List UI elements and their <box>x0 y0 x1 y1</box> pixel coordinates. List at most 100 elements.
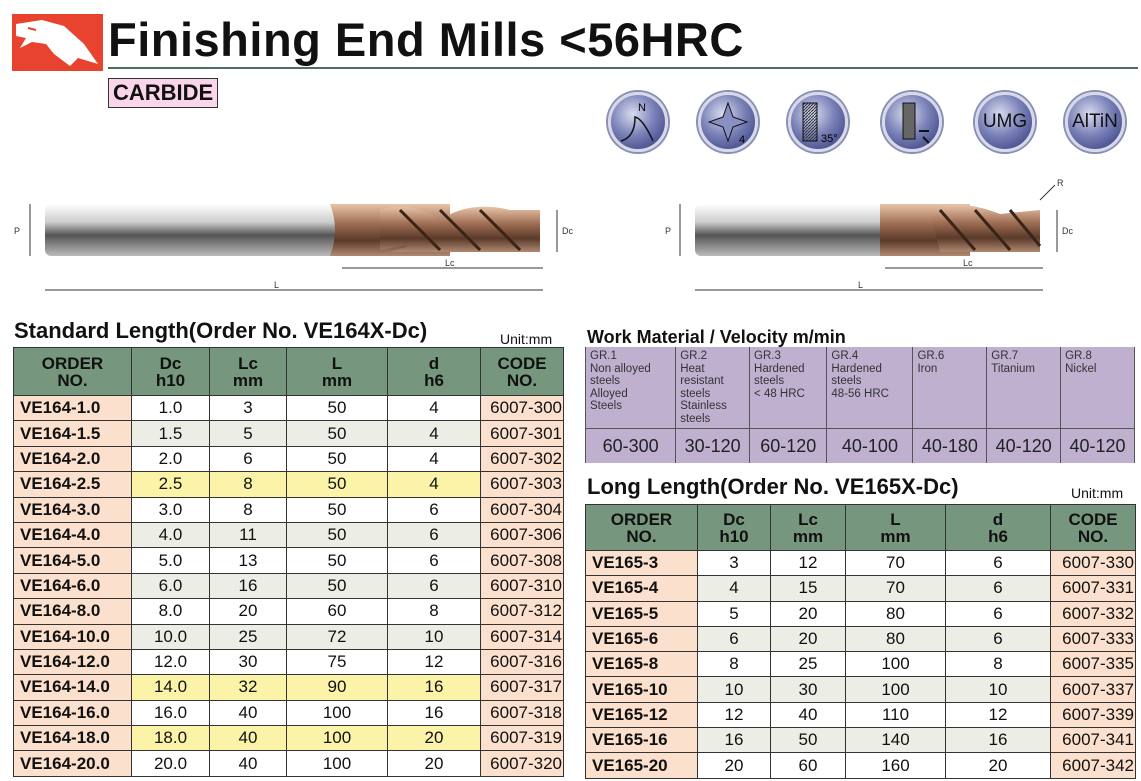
cell-order: VE164-4.0 <box>13 521 132 549</box>
velocity-value: 60-120 <box>749 428 828 463</box>
cell-order: VE165-10 <box>585 676 698 703</box>
cell-code: 6007-337 <box>1050 676 1136 703</box>
cell-l: 100 <box>845 676 946 703</box>
cell-order: VE164-16.0 <box>13 699 132 727</box>
cell-l: 90 <box>286 674 388 701</box>
cell-d: 12 <box>945 701 1051 729</box>
cell-order: VE165-6 <box>585 625 698 653</box>
material-line: 48-56 HRC <box>831 387 889 400</box>
center-cutting-icon <box>882 92 942 152</box>
cell-code: 6007-304 <box>480 496 564 523</box>
cell-code: 6007-318 <box>480 699 564 727</box>
label-l-long: L <box>858 280 864 290</box>
table-row: VE165-8 8 25 100 8 6007-335 <box>585 651 1136 678</box>
cell-dc: 2.5 <box>131 471 210 498</box>
cell-d: 20 <box>387 725 481 752</box>
cell-lc: 15 <box>770 575 846 602</box>
column-header: Dc h10 <box>697 504 771 551</box>
cell-d: 4 <box>387 420 481 447</box>
table-row: VE164-1.5 1.5 5 50 4 6007-301 <box>13 420 564 447</box>
cell-l: 50 <box>286 521 388 549</box>
cell-l: 70 <box>845 575 946 602</box>
header-line: mm <box>880 526 911 546</box>
long-length-title: Long Length(Order No. VE165X-Dc) <box>587 474 959 499</box>
material-line: GR.6 <box>917 350 945 362</box>
header-line: Dc <box>159 353 182 373</box>
cell-dc: 20.0 <box>131 750 210 777</box>
material-line: resistant <box>680 375 724 387</box>
cell-l: 75 <box>286 648 388 676</box>
header-line: d <box>428 353 440 373</box>
cell-code: 6007-320 <box>480 750 564 777</box>
table-row: VE164-16.0 16.0 40 100 16 6007-318 <box>13 699 564 727</box>
material-line: steels <box>590 375 621 387</box>
cell-code: 6007-314 <box>480 623 564 650</box>
work-material-table: GR.1 Non alloyed steels Alloyed Steels GR.2 He… <box>584 347 1135 463</box>
cell-l: 100 <box>845 651 946 678</box>
cell-dc: 10 <box>697 676 771 703</box>
cell-d: 16 <box>387 699 481 727</box>
header-line: h10 <box>719 526 749 546</box>
header-line: L <box>331 353 343 373</box>
velocity-value: 40-120 <box>1060 428 1135 463</box>
cell-d: 4 <box>387 445 481 473</box>
cell-lc: 30 <box>770 676 846 703</box>
umg-icon: UMG <box>975 92 1035 152</box>
cell-l: 72 <box>286 623 388 650</box>
cell-dc: 18.0 <box>131 725 210 752</box>
cell-l: 80 <box>845 625 946 653</box>
cell-dc: 8 <box>697 651 771 678</box>
cell-lc: 6 <box>209 445 287 473</box>
table-row: VE164-6.0 6.0 16 50 6 6007-310 <box>13 572 564 600</box>
table-row: VE165-10 10 30 100 10 6007-337 <box>585 676 1136 703</box>
cell-code: 6007-332 <box>1050 600 1136 627</box>
cell-code: 6007-331 <box>1050 575 1136 602</box>
cell-code: 6007-301 <box>480 420 564 447</box>
cell-l: 50 <box>286 445 388 473</box>
cell-lc: 8 <box>209 496 287 523</box>
cell-order: VE164-2.0 <box>13 445 132 473</box>
cell-order: VE165-4 <box>585 575 698 602</box>
cell-dc: 10.0 <box>131 623 210 650</box>
cell-order: VE165-5 <box>585 600 698 627</box>
cell-dc: 3.0 <box>131 496 210 523</box>
icon-label: AlTiN <box>1072 111 1118 132</box>
material-line: steels <box>831 375 862 387</box>
material-group: GR.3 Hardened steels < 48 HRC <box>749 347 828 429</box>
cell-d: 6 <box>387 572 481 600</box>
cell-d: 12 <box>387 648 481 676</box>
cell-lc: 40 <box>209 699 287 727</box>
tool-drawings <box>29 184 1058 291</box>
cell-d: 6 <box>387 496 481 523</box>
velocity-value: 30-120 <box>675 428 751 463</box>
cell-order: VE164-20.0 <box>13 750 132 777</box>
material-line: Steels <box>590 400 622 412</box>
cell-code: 6007-302 <box>480 445 564 473</box>
cell-code: 6007-308 <box>480 547 564 574</box>
material-line: < 48 HRC <box>754 387 805 400</box>
label-dc-long: Dc <box>1062 226 1073 236</box>
table-row: VE165-6 6 20 80 6 6007-333 <box>585 625 1136 653</box>
cell-d: 10 <box>945 676 1051 703</box>
material-line: GR.4 <box>831 350 859 362</box>
cell-d: 4 <box>387 471 481 498</box>
cell-d: 6 <box>387 521 481 549</box>
cell-order: VE164-2.5 <box>13 471 132 498</box>
cell-lc: 30 <box>209 648 287 676</box>
header-line: ORDER <box>41 353 104 373</box>
column-header: CODE NO. <box>1050 504 1136 551</box>
eagle-logo <box>12 14 103 71</box>
header-line: Dc <box>723 509 745 529</box>
cell-dc: 6.0 <box>131 572 210 600</box>
material-group: GR.6 Iron <box>912 347 988 429</box>
work-material-title: Work Material / Velocity m/min <box>587 327 846 347</box>
material-line: Hardened <box>831 362 882 375</box>
velocity-value: 40-180 <box>912 428 988 463</box>
cell-l: 100 <box>286 750 388 777</box>
svg-text:35°: 35° <box>821 133 838 145</box>
column-header: Lc mm <box>770 504 846 551</box>
